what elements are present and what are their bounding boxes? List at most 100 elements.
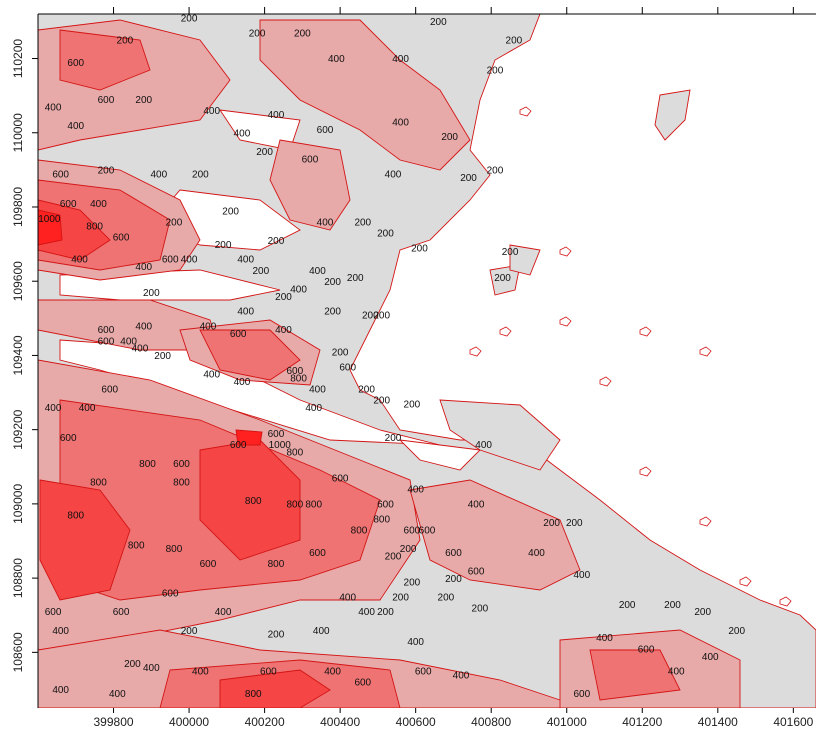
contour-fragment [559,316,572,327]
contour-label: 200 [404,399,421,410]
contour-label: 200 [385,552,402,563]
contour-label: 600 [162,255,179,266]
contour-label: 600 [302,154,319,165]
contour-label: 600 [98,95,115,106]
contour-label: 400 [596,633,613,644]
island-band-200-400 [439,399,561,471]
contour-label: 400 [668,667,685,678]
contour-label: 800 [166,544,183,555]
contour-label: 200 [506,36,523,47]
contour-label: 200 [445,574,462,585]
contour-label: 600 [230,329,247,340]
elevation-band-400-600 [409,479,581,591]
contour-fragment [519,106,532,117]
contour-label: 400 [313,626,330,637]
elevation-band-above-1000 [235,429,263,446]
contour-label: 400 [143,663,160,674]
y-tick-label: 108600 [11,632,25,672]
contour-label: 200 [268,236,285,247]
contour-label: 600 [404,526,421,537]
contour-label: 200 [494,273,511,284]
plot-frame [37,13,816,708]
contour-label: 200 [181,13,198,24]
contour-label: 800 [139,459,156,470]
contour-label: 600 [230,440,247,451]
contour-fragment [739,576,752,587]
contour-label: 200 [222,206,239,217]
contour-label: 600 [98,325,115,336]
contour-label: 400 [132,344,149,355]
contour-label: 400 [453,670,470,681]
contour-label: 200 [487,166,504,177]
contour-label: 600 [415,667,432,678]
contour-label: 200 [154,351,171,362]
contour-label: 400 [52,626,69,637]
elevation-band-600-800 [589,649,681,701]
contour-label: 200 [143,288,160,299]
elevation-band-600-800 [59,29,151,91]
contour-label: 800 [351,526,368,537]
elevation-band-above-1000 [38,209,63,246]
contour-label: 400 [275,325,292,336]
contour-label: 600 [113,232,130,243]
contour-label: 600 [98,336,115,347]
contour-label: 400 [90,199,107,210]
contour-label: 200 [411,244,428,255]
contour-label: 200 [347,273,364,284]
contour-label: 600 [60,199,77,210]
x-tick-label: 400600 [396,715,436,729]
contour-fragment [779,596,792,607]
contour-label: 200 [400,544,417,555]
contour-label: 200 [358,385,375,396]
contour-label: 600 [377,500,394,511]
contour-label: 400 [305,403,322,414]
contour-label: 800 [290,373,307,384]
contour-label: 400 [475,440,492,451]
contour-label: 200 [377,229,394,240]
contour-label: 200 [438,592,455,603]
contour-label: 600 [419,526,436,537]
contour-label: 200 [192,169,209,180]
contour-label: 1000 [38,214,61,225]
contour-label: 400 [309,385,326,396]
x-tick-label: 401600 [773,715,813,729]
contour-label: 800 [286,448,303,459]
contour-label: 400 [109,689,126,700]
contour-label: 200 [566,518,583,529]
contour-label: 200 [215,240,232,251]
contour-label: 400 [237,307,254,318]
elevation-fill [38,14,816,708]
contour-label: 200 [268,629,285,640]
contour-label: 200 [124,659,141,670]
contour-fragment [699,516,712,527]
contour-label: 200 [181,626,198,637]
contour-label: 200 [332,347,349,358]
contour-label: 800 [67,511,84,522]
contour-label: 600 [286,366,303,377]
y-tick-label: 109600 [11,261,25,301]
contour-label: 600 [67,58,84,69]
elevation-gap-below-200 [398,439,481,471]
contour-label: 400 [468,500,485,511]
y-axis: 108600 108800 109000 109200 109400 109600 1098… [11,39,38,672]
contour-label: 200 [294,28,311,39]
contour-label: 200 [460,173,477,184]
contour-label: 800 [128,540,145,551]
contour-label: 600 [260,667,277,678]
contour-label: 200 [256,147,273,158]
contour-label: 600 [339,362,356,373]
contour-label: 200 [362,310,379,321]
y-tick-label: 110000 [11,113,25,152]
contour-label: 200 [354,218,371,229]
contour-fragment [599,376,612,387]
contour-label: 200 [694,607,711,618]
contour-label: 200 [324,277,341,288]
contour-label: 400 [309,266,326,277]
contour-label: 600 [445,548,462,559]
contour-label: 400 [135,262,152,273]
elevation-band-600-800 [199,329,301,381]
x-axis: 399800 400000 400200 400400 400600 400800 4010… [94,7,814,729]
contour-label: 400 [358,607,375,618]
